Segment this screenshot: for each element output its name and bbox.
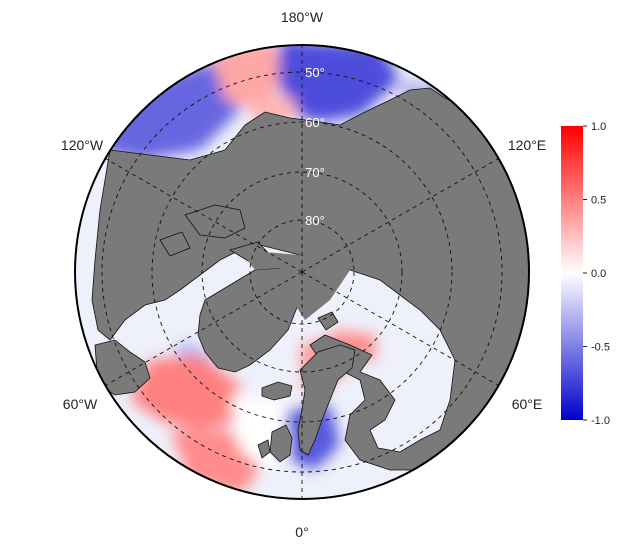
colorbar-ticks: 1.0 0.5 0.0 -0.5 -1.0 xyxy=(583,121,610,427)
lon-label-180w: 180°W xyxy=(281,9,324,25)
meridian-240 xyxy=(105,158,303,273)
anomaly-region-north-pacific-center xyxy=(210,45,285,110)
meridian-60 xyxy=(301,271,499,386)
map-disk xyxy=(75,45,529,499)
lon-label-120w: 120°W xyxy=(61,137,104,153)
colorbar-gradient xyxy=(561,126,583,420)
lon-label-120e: 120°E xyxy=(508,137,546,153)
colorbar-tick-label: -0.5 xyxy=(591,342,610,354)
greenland xyxy=(197,267,301,373)
lon-label-60w: 60°W xyxy=(63,396,98,412)
lat-label-50: 50° xyxy=(305,65,325,80)
arctic-archipelago xyxy=(159,204,271,263)
lat-label-70: 70° xyxy=(305,165,325,180)
graticule xyxy=(101,45,503,499)
anomaly-region-north-atlantic-west xyxy=(130,355,240,430)
northern-landmass xyxy=(91,87,529,471)
colorbar-tick-label: -1.0 xyxy=(591,415,610,427)
anomaly-region-north-pacific-east xyxy=(278,45,400,122)
arctic-basin xyxy=(240,250,350,320)
parallel-70 xyxy=(201,171,403,373)
scandinavia xyxy=(297,344,356,456)
colorbar-tick-label: 1.0 xyxy=(591,121,606,133)
svalbard xyxy=(317,311,339,331)
parallel-60 xyxy=(151,121,453,423)
lon-label-60e: 60°E xyxy=(512,396,543,412)
meridian-300 xyxy=(105,271,303,386)
lon-label-0: 0° xyxy=(295,524,308,540)
map-outline xyxy=(74,44,530,500)
colorbar-tick-label: 0.0 xyxy=(591,268,606,280)
meridian-120 xyxy=(301,158,499,273)
land-masses xyxy=(91,87,529,471)
anomaly-region-north-pacific-west xyxy=(100,60,240,160)
lat-label-80: 80° xyxy=(305,213,325,228)
iceland xyxy=(261,381,293,401)
ireland xyxy=(257,439,271,459)
lat-label-60: 60° xyxy=(305,115,325,130)
colorbar-tick-label: 0.5 xyxy=(591,195,606,207)
